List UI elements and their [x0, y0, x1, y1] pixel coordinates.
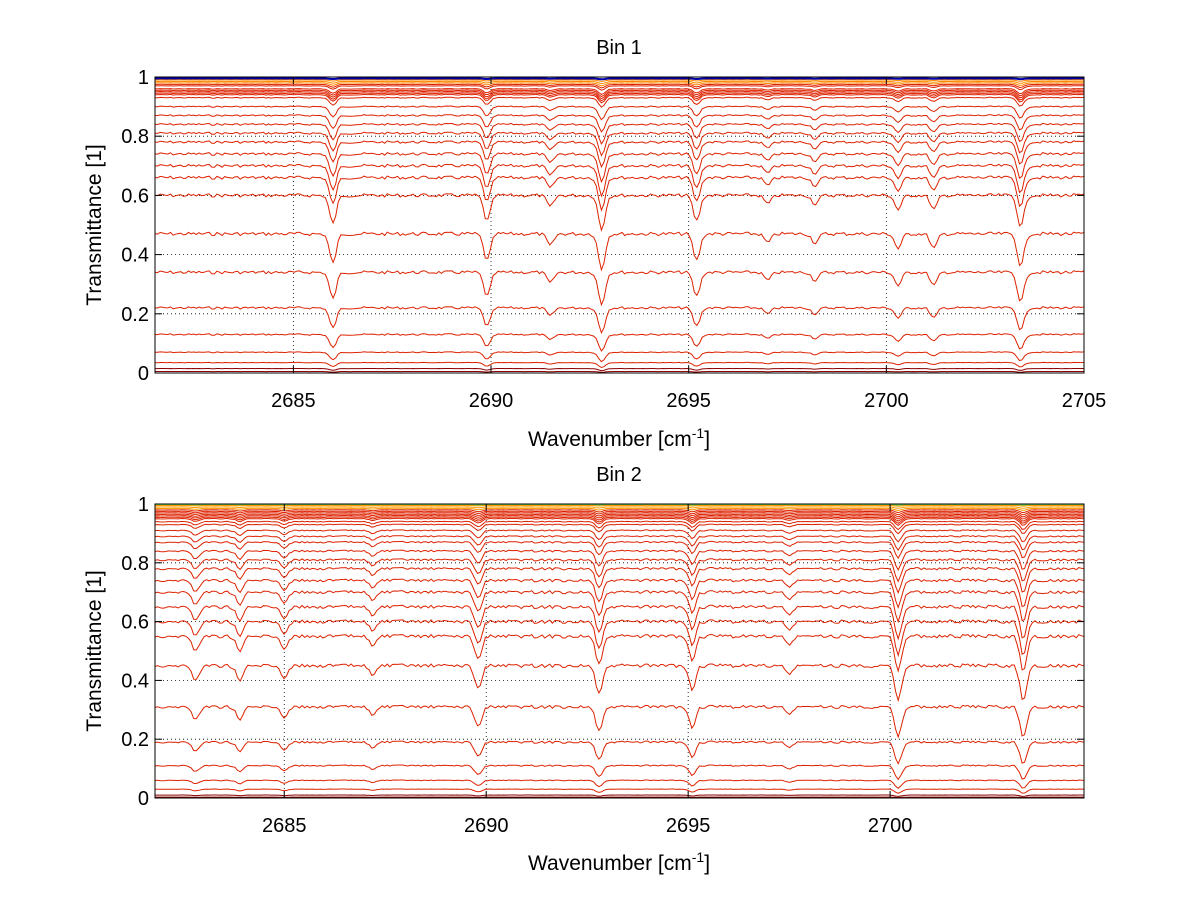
y-tick-label: 0.4 — [121, 670, 149, 692]
y-tick-label: 0.8 — [121, 553, 149, 575]
x-tick-label: 2685 — [262, 815, 307, 837]
y-tick-label: 0.6 — [121, 185, 149, 207]
series-line — [155, 78, 1084, 79]
subplot-bin-1: Bin 1 2685 2690 2695 2700 2705 0 0.2 0.4 0.6 0.8… — [83, 37, 1106, 451]
y-tick-label: 0.2 — [121, 729, 149, 751]
x-tick-label: 2700 — [864, 390, 909, 412]
y-tick-label: 1 — [138, 67, 149, 89]
x-tick-label: 2690 — [464, 815, 509, 837]
plot-area — [155, 504, 1084, 798]
y-tick-label: 0.8 — [121, 126, 149, 148]
plot-area — [155, 77, 1084, 373]
x-tick-label: 2705 — [1062, 390, 1107, 412]
y-tick-label: 0 — [138, 363, 149, 385]
x-axis-label: Wavenumber [cm-1] — [528, 849, 710, 875]
x-tick-label: 2695 — [666, 815, 711, 837]
y-axis-label: Transmittance [1] — [83, 144, 106, 305]
y-tick-label: 0 — [138, 788, 149, 810]
chart-title: Bin 2 — [596, 464, 642, 486]
y-axis-label: Transmittance [1] — [83, 570, 106, 731]
y-tick-label: 0.6 — [121, 612, 149, 634]
subplot-bin-2: Bin 2 2685 2690 2695 2700 0 0.2 0.4 0.6 0.8 1 Wa… — [83, 464, 1084, 875]
chart-title: Bin 1 — [596, 37, 642, 59]
x-axis-label: Wavenumber [cm-1] — [528, 425, 710, 451]
y-tick-label: 0.2 — [121, 304, 149, 326]
x-tick-label: 2700 — [868, 815, 913, 837]
x-tick-label: 2685 — [271, 390, 316, 412]
y-tick-label: 1 — [138, 494, 149, 516]
x-tick-label: 2695 — [666, 390, 711, 412]
x-tick-label: 2690 — [469, 390, 514, 412]
y-tick-label: 0.4 — [121, 245, 149, 267]
